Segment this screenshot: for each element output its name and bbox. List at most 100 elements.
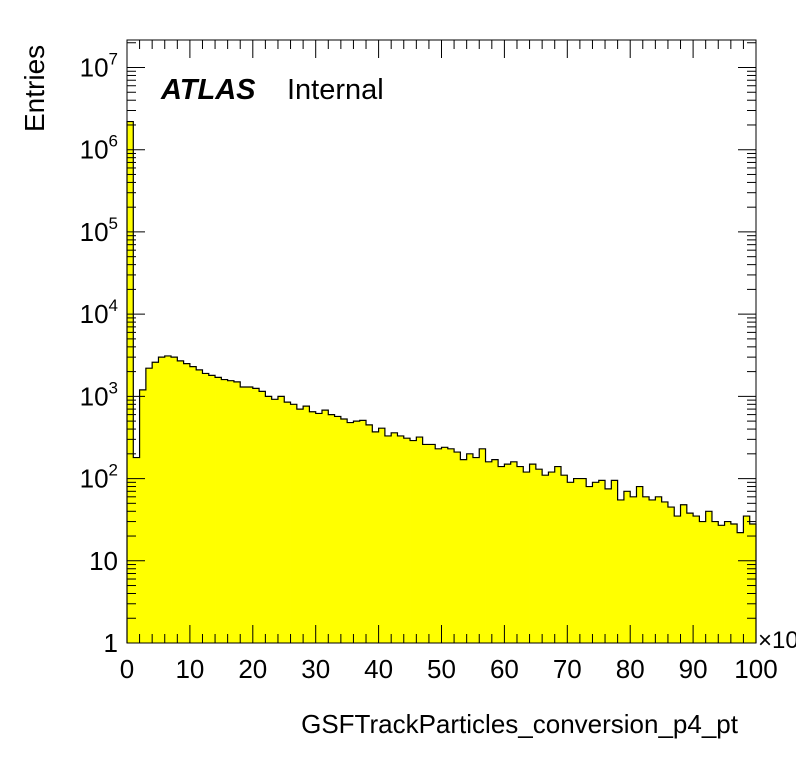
histogram-bin [718,525,725,643]
histogram-bin [693,516,700,643]
histogram-bin [460,459,468,643]
histogram-bin [353,421,361,643]
x-tick-label: 40 [364,654,393,684]
histogram-bin [366,424,373,643]
y-tick-label: 105 [80,214,118,247]
histogram-bin [233,381,241,643]
histogram-bin [561,475,568,643]
x-tick-label: 0 [120,654,134,684]
histogram-bin [667,507,675,643]
histogram-bin [485,461,493,643]
histogram-bin [554,466,562,643]
histogram-bin [655,496,663,643]
histogram-bin [649,499,656,643]
histogram-bin [724,521,732,643]
histogram-bin [391,432,398,643]
histogram-bin [711,521,719,643]
histogram-bin [397,435,405,643]
histogram-bin [567,482,574,643]
histogram-bin [573,478,581,643]
histogram-bin [630,496,637,643]
histogram-bin [189,366,197,643]
histogram-bin [699,521,707,643]
x-tick-label: 90 [679,654,708,684]
x-tick-label: 70 [553,654,582,684]
histogram-bin [359,420,367,643]
histogram-bin [428,444,436,643]
y-tick-label: 107 [80,50,118,83]
histogram-bin [145,368,153,643]
histogram-bin [617,499,625,643]
y-tick-label: 10 [89,546,118,576]
histogram-bin [127,121,134,643]
histogram-bin [623,491,631,643]
histogram-bin [516,466,524,643]
histogram-bin [284,402,291,643]
axis-ticks [126,40,757,644]
histogram-bin [196,369,203,643]
histogram-bin [378,428,386,643]
histogram-bin [403,438,411,643]
histogram-bin [315,413,323,643]
histogram-bin [133,457,140,643]
y-axis-title: Entries [19,45,50,132]
histogram-bin [730,524,738,643]
histogram-bin [548,472,556,643]
histogram-bin [749,524,757,643]
histogram-bin [661,501,669,643]
histogram-bin [542,475,549,643]
histogram-bin [636,486,644,643]
histogram-bin [642,496,650,643]
histogram-bin [686,513,694,643]
histogram-bin [271,399,279,643]
histogram-bin [491,459,499,643]
y-tick-label: 104 [80,296,118,329]
x-axis-multiplier: ×10 [758,627,796,654]
histogram-bin [152,362,159,643]
histogram-bin [139,389,147,643]
histogram-bin [227,380,235,643]
histogram-bin [208,375,216,643]
histogram-bin [372,431,379,643]
histogram-bin [296,409,304,643]
histogram-bin [290,404,298,643]
histogram-bin [680,504,688,643]
histogram-bin [246,386,254,643]
histogram-bin [164,355,172,643]
histogram-bin [410,440,417,643]
histogram-bin [384,435,392,643]
histogram-bin [605,488,612,643]
histogram-bin [611,480,619,643]
histogram-bars [127,121,757,643]
histogram-bin [259,391,266,643]
atlas-label: ATLAS [160,74,256,106]
histogram-bin [265,396,273,643]
x-tick-label: 30 [301,654,330,684]
y-tick-label: 1 [104,628,118,658]
y-tick-label: 106 [80,132,118,165]
histogram-bin [158,357,166,643]
x-tick-label: 20 [238,654,267,684]
histogram-bin [416,437,424,643]
histogram-bin [737,532,744,643]
histogram-bin [466,453,474,643]
histogram-bin [334,416,342,643]
histogram-bin [340,419,348,643]
histogram-bin [202,373,210,643]
histogram-bin [498,466,505,643]
histogram-bin [321,410,329,643]
histogram-bin [504,464,512,643]
x-axis-title: GSFTrackParticles_conversion_p4_pt [301,709,739,739]
histogram-bin [215,377,222,643]
histogram-bin [221,379,229,643]
x-tick-label: 10 [175,654,204,684]
histogram-bin [328,414,335,643]
histogram-bin [472,457,480,643]
x-tick-label: 100 [734,654,777,684]
histogram-bin [441,447,449,643]
histogram-bin [674,516,681,643]
histogram-bin [422,444,430,643]
histogram-bin [479,448,486,643]
histogram-bin [309,411,317,643]
